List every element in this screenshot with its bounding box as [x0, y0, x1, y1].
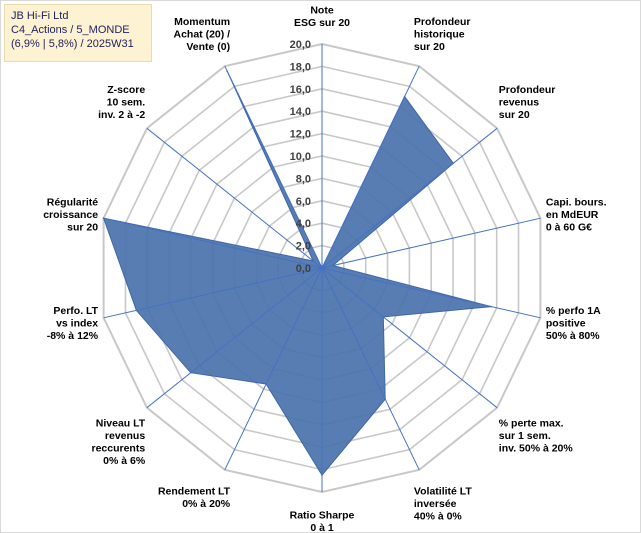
radial-tick-label: 12,0	[290, 129, 311, 141]
radar-spoke	[224, 267, 323, 471]
axis-label-line: historique	[414, 29, 465, 41]
axis-label-line: sur 20	[67, 222, 98, 234]
axis-label-line: 10 sem.	[107, 96, 146, 108]
axis-label-line: Profondeur	[414, 16, 471, 28]
radial-tick-label: 14,0	[290, 106, 311, 118]
axis-label-line: 0 à 1	[310, 522, 334, 532]
radial-tick-label: 2,0	[296, 241, 311, 253]
radar-spoke	[321, 267, 541, 319]
radar-spoke	[321, 267, 420, 471]
radar-spoke	[103, 217, 323, 269]
axis-label-line: Ratio Sharpe	[290, 510, 355, 522]
radial-tick-label: 6,0	[296, 196, 311, 208]
axis-label: Ratio Sharpe 0 à 1	[290, 510, 355, 533]
axis-label-line: 0% à 20%	[182, 498, 231, 510]
radial-tick-label: 4,0	[296, 218, 311, 230]
axis-label: Profondeur historique sur 20	[414, 16, 471, 53]
radar-spoke	[321, 267, 498, 409]
axis-label-line: Note	[310, 5, 333, 17]
axis-label-line: 40% à 0%	[414, 510, 463, 522]
axis-label-line: en MdEUR	[546, 209, 599, 221]
radial-tick-label: 8,0	[296, 173, 311, 185]
axis-label-line: 50% à 80%	[546, 330, 600, 342]
axis-label-line: sur 1 sem.	[499, 430, 551, 442]
axis-label: Note ESG sur 20	[294, 5, 350, 30]
axis-label: % perte max. sur 1 sem. inv. 50% à 20%	[499, 418, 574, 455]
axis-label-line: % perte max.	[499, 418, 564, 430]
axis-label: Capi. bours. en MdEUR 0 à 60 G€	[546, 197, 607, 234]
axis-label-line: inv. 2 à -2	[98, 109, 145, 121]
company-name: JB Hi-Fi Ltd	[11, 10, 69, 22]
axis-label-line: vs index	[56, 318, 98, 330]
radial-tick-label: 0,0	[296, 263, 311, 275]
axis-label-line: Perfo. LT	[53, 305, 98, 317]
radar-spokes	[103, 44, 541, 492]
category-label: C4_Actions / 5_MONDE	[11, 24, 130, 36]
radar-tick-labels: 0,0 2,0 4,0 6,0 8,0 10,0 12,0 14,0 16,0 18,0 20,0	[290, 39, 311, 275]
radar-spoke	[321, 127, 498, 269]
radial-tick-label: 16,0	[290, 84, 311, 96]
axis-label: Momentum Achat (20) / Vente (0)	[173, 16, 230, 53]
axis-label-line: croissance	[43, 209, 98, 221]
radar-spoke	[146, 267, 323, 409]
period-label: (6,9% | 5,8%) / 2025W31	[11, 38, 134, 50]
axis-label-line: sur 20	[499, 109, 530, 121]
axis-label-line: revenus	[499, 96, 539, 108]
axis-label-line: sur 20	[414, 41, 445, 53]
radar-spoke	[103, 267, 323, 319]
info-box: JB Hi-Fi Ltd C4_Actions / 5_MONDE (6,9% …	[4, 4, 152, 62]
axis-label-line: revenus	[105, 430, 145, 442]
axis-label-line: inv. 50% à 20%	[499, 443, 574, 455]
radial-tick-label: 10,0	[290, 151, 311, 163]
radial-tick-label: 20,0	[290, 39, 311, 51]
axis-label-line: Régularité	[47, 197, 99, 209]
axis-label-line: 0% à 6%	[103, 455, 146, 467]
radar-axis-labels: Note ESG sur 20 Profondeur historique sur 20…	[43, 5, 606, 533]
axis-label: Régularité croissance sur 20	[43, 197, 98, 234]
axis-label: % perfo 1A positive 50% à 80%	[546, 305, 601, 342]
axis-label-line: ESG sur 20	[294, 17, 350, 29]
axis-label: Niveau LT revenus reccurents 0% à 6%	[91, 418, 145, 468]
axis-label-line: -8% à 12%	[47, 330, 99, 342]
axis-label-line: positive	[546, 318, 586, 330]
axis-label-line: Rendement LT	[158, 485, 231, 497]
radar-spoke	[321, 217, 541, 269]
axis-label-line: % perfo 1A	[546, 305, 601, 317]
axis-label-line: Niveau LT	[96, 418, 146, 430]
axis-label-line: Profondeur	[499, 84, 556, 96]
axis-label: Perfo. LT vs index -8% à 12%	[47, 305, 99, 342]
axis-label: Profondeur revenus sur 20	[499, 84, 556, 121]
radar-spoke	[146, 127, 323, 269]
axis-label: Rendement LT 0% à 20%	[158, 485, 231, 510]
axis-label-line: reccurents	[91, 443, 145, 455]
axis-label: Z-score 10 sem. inv. 2 à -2	[98, 84, 145, 121]
axis-label-line: 0 à 60 G€	[546, 222, 592, 234]
axis-label-line: Achat (20) /	[173, 29, 230, 41]
axis-label: Volatilité LT inversée 40% à 0%	[414, 485, 473, 522]
radar-spoke	[321, 65, 420, 269]
axis-label-line: Momentum	[174, 16, 230, 28]
axis-label-line: Vente (0)	[186, 41, 230, 53]
axis-label-line: Capi. bours.	[546, 197, 607, 209]
axis-label-line: inversée	[414, 498, 457, 510]
axis-label-line: Volatilité LT	[414, 485, 473, 497]
radial-tick-label: 18,0	[290, 61, 311, 73]
radar-spoke	[224, 65, 323, 269]
axis-label-line: Z-score	[107, 84, 145, 96]
